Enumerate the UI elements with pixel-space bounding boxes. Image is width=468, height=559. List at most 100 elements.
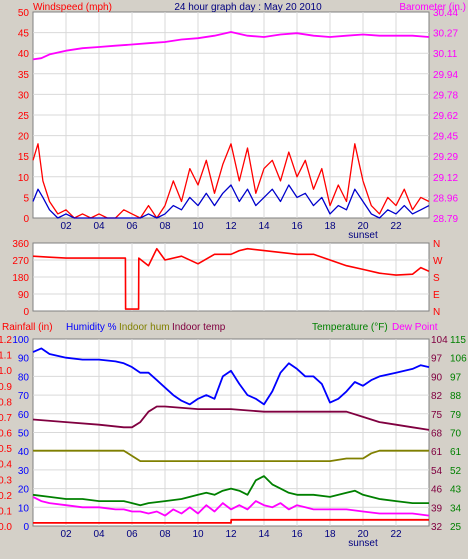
windspeed-tick: 25 (18, 111, 30, 122)
x-tick-label: 18 (324, 221, 336, 232)
x-tick-label: 10 (192, 221, 204, 232)
indoor-scale-tick: 75 (431, 410, 443, 421)
wind-direction-line (32, 247, 430, 310)
windspeed-tick: 35 (18, 70, 30, 81)
rainfall-tick: 0.1 (0, 506, 12, 517)
indoor-hum-label: Indoor hum (119, 322, 170, 333)
humidity-tick: 30 (18, 466, 30, 477)
indoor-scale-tick: 97 (431, 354, 443, 365)
x-tick-label: 22 (390, 221, 402, 232)
dew-point-line (32, 496, 430, 517)
outdoor-scale-tick: 106 (450, 354, 467, 365)
rainfall-tick: 0.6 (0, 429, 12, 440)
humidity-line (32, 347, 430, 406)
x-tick-label: 14 (258, 221, 270, 232)
outdoor-scale-tick: 61 (450, 447, 462, 458)
windspeed-tick: 5 (23, 193, 29, 204)
indoor-scale-tick: 90 (431, 372, 443, 383)
sunset-label: sunset (348, 230, 378, 241)
outdoor-scale-tick: 88 (450, 391, 462, 402)
compass-tick: N (433, 307, 440, 318)
direction-tick: 360 (12, 239, 29, 250)
rainfall-tick: 1.1 (0, 351, 12, 362)
windspeed-axis-label: Windspeed (mph) (33, 2, 112, 13)
barometer-tick: 30.27 (433, 29, 458, 40)
temperature-label: Temperature (°F) (312, 322, 388, 333)
humidity-tick: 10 (18, 503, 30, 514)
indoor-temp-label: Indoor temp (172, 322, 226, 333)
barometer-axis-label: Barometer (in.) (399, 2, 466, 13)
x-tick-label: 12 (225, 221, 237, 232)
barometer-tick: 29.78 (433, 90, 458, 101)
rainfall-tick: 0.9 (0, 382, 12, 393)
rainfall-tick: 0.2 (0, 491, 12, 502)
compass-tick: S (433, 273, 440, 284)
direction-tick: 270 (12, 256, 29, 267)
barometer-tick: 29.45 (433, 132, 458, 143)
chart-title: 24 hour graph day : May 20 2010 (174, 2, 322, 13)
x-tick-label: 18 (324, 529, 336, 540)
outdoor-scale-tick: 79 (450, 410, 462, 421)
windspeed-tick: 20 (18, 132, 30, 143)
wind-average-line (32, 184, 430, 219)
direction-tick: 0 (23, 307, 29, 318)
x-tick-label: 02 (60, 221, 72, 232)
indoor-scale-tick: 61 (431, 447, 443, 458)
dew-point-label: Dew Point (392, 322, 438, 333)
indoor-scale-tick: 46 (431, 485, 443, 496)
x-tick-label: 02 (60, 529, 72, 540)
direction-tick: 90 (18, 290, 30, 301)
barometer-tick: 28.96 (433, 193, 458, 204)
outdoor-scale-tick: 25 (450, 522, 462, 533)
x-tick-label: 22 (390, 529, 402, 540)
direction-tick: 180 (12, 273, 29, 284)
barometer-tick: 29.62 (433, 111, 458, 122)
sunset-label: sunset (348, 538, 378, 549)
outdoor-scale-tick: 115 (450, 335, 466, 346)
x-tick-label: 08 (159, 529, 171, 540)
windspeed-line (32, 143, 430, 219)
x-tick-label: 16 (291, 529, 303, 540)
indoor-hum-line (33, 449, 429, 463)
outdoor-scale-tick: 70 (450, 429, 462, 440)
rainfall-tick: 0.3 (0, 475, 12, 486)
barometer-tick: 30.44 (433, 8, 458, 19)
grid-lines (33, 12, 429, 526)
indoor-scale-tick: 32 (431, 522, 443, 533)
compass-tick: W (433, 256, 443, 267)
indoor-scale-tick: 104 (431, 335, 448, 346)
barometer-tick: 30.11 (433, 49, 458, 60)
indoor-temp-line (32, 405, 430, 431)
barometer-tick: 29.12 (433, 173, 458, 184)
rainfall-tick: 0.8 (0, 397, 12, 408)
x-tick-label: 04 (93, 221, 105, 232)
rainfall-label: Rainfall (in) (2, 322, 53, 333)
windspeed-tick: 10 (18, 173, 30, 184)
indoor-scale-tick: 68 (431, 429, 443, 440)
x-tick-label: 04 (93, 529, 105, 540)
rainfall-tick: 0.0 (0, 522, 12, 533)
x-tick-label: 20 (357, 221, 369, 232)
outdoor-scale-tick: 52 (450, 466, 462, 477)
windspeed-tick: 40 (18, 49, 30, 60)
x-tick-label: 20 (357, 529, 369, 540)
barometer-tick: 29.94 (433, 70, 458, 81)
tick-labels: 02 04 06 08 10 12 14 16 18 20 22 sunset 02 04 06 08 10 12… (0, 8, 467, 549)
humidity-tick: 100 (12, 335, 29, 346)
rainfall-tick: 0.4 (0, 460, 12, 471)
x-tick-label: 14 (258, 529, 270, 540)
rainfall-tick: 0.5 (0, 444, 12, 455)
indoor-scale-tick: 39 (431, 503, 443, 514)
barometer-line (32, 31, 430, 61)
compass-tick: E (433, 290, 440, 301)
humidity-tick: 80 (18, 372, 30, 383)
humidity-tick: 40 (18, 447, 30, 458)
windspeed-tick: 30 (18, 90, 30, 101)
x-tick-label: 06 (126, 529, 138, 540)
rainfall-line (33, 518, 429, 524)
humidity-tick: 0 (23, 522, 29, 533)
barometer-tick: 28.79 (433, 214, 458, 225)
rainfall-tick: 0.7 (0, 413, 12, 424)
chart-series (32, 31, 430, 524)
